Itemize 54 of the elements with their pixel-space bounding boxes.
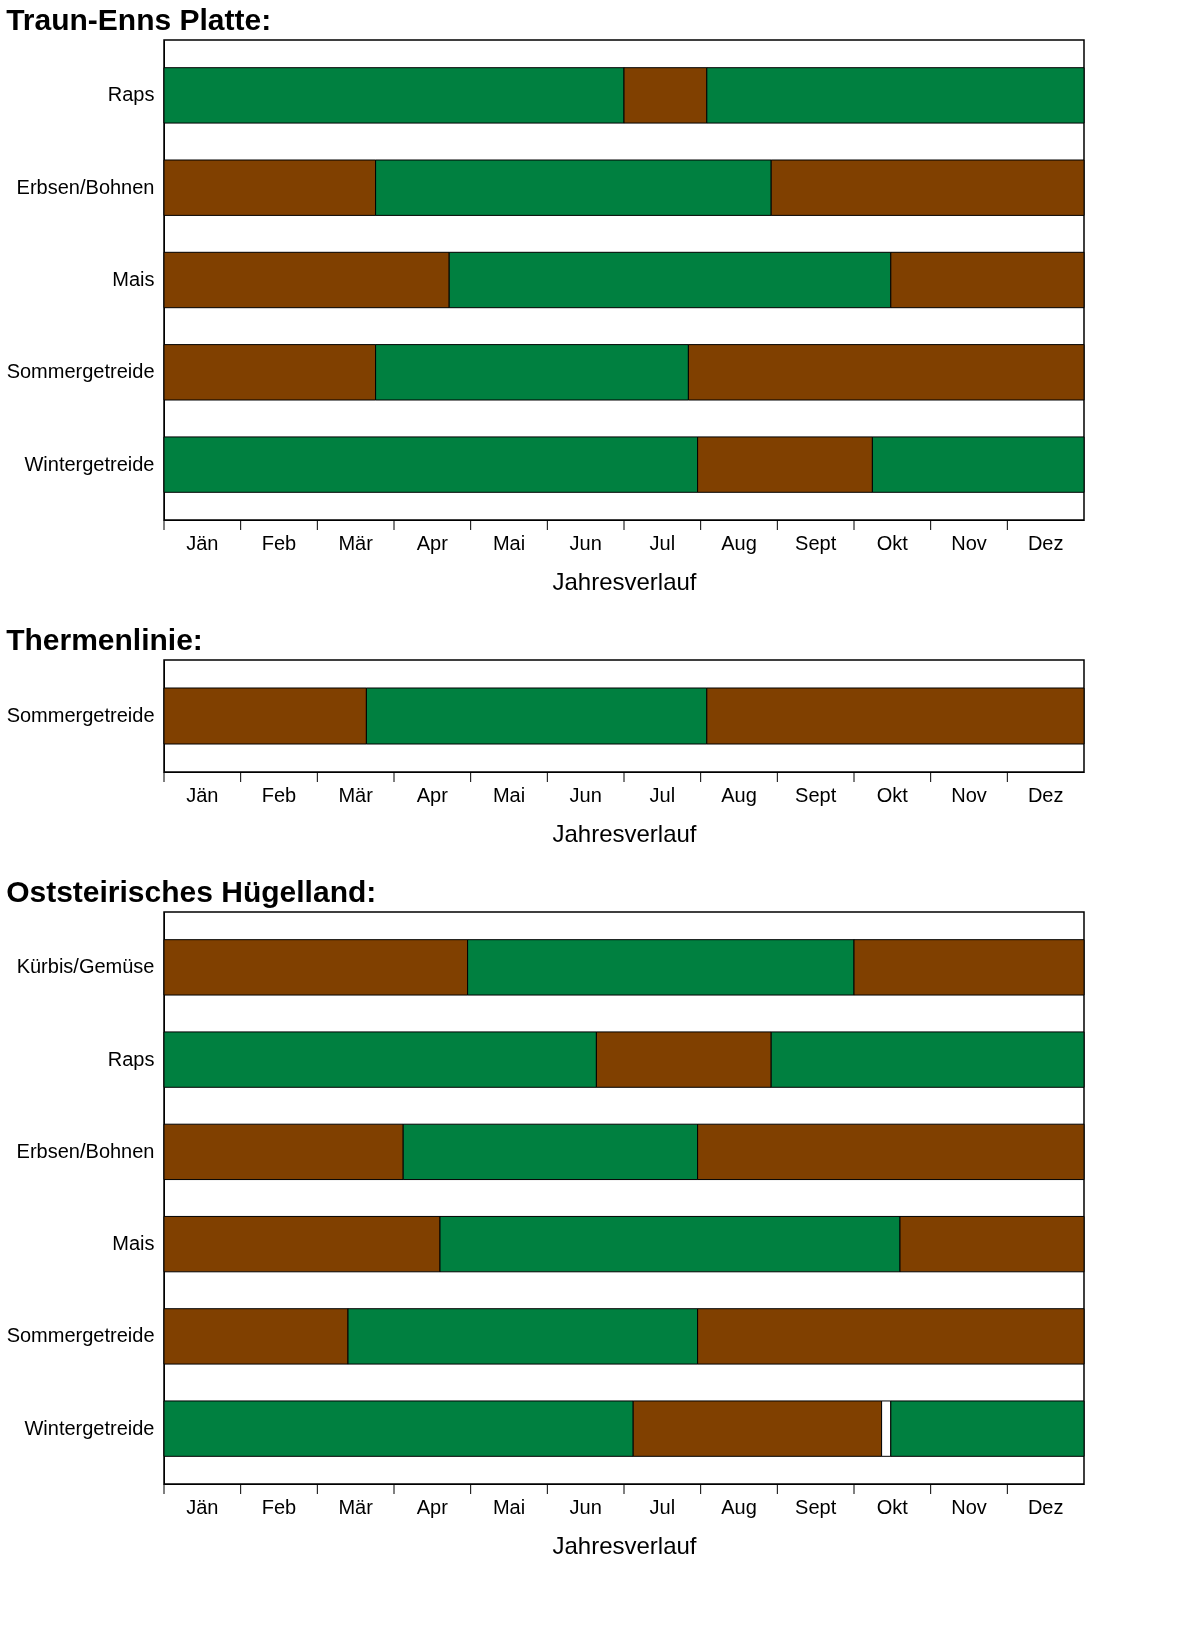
text: Jun — [569, 1496, 602, 1518]
text: Jun — [569, 532, 602, 554]
y-tick-label: Wintergetreide — [24, 1416, 155, 1439]
x-axis-title: Jahresverlauf — [552, 1531, 697, 1559]
x-axis-title: Jahresverlauf — [552, 567, 697, 595]
y-tick-label: Sommergetreide — [6, 360, 155, 383]
text: Mär — [338, 784, 374, 806]
text: Jän — [186, 1496, 219, 1518]
text: Apr — [416, 784, 449, 806]
text: Okt — [876, 532, 909, 554]
y-tick-label: Raps — [107, 1047, 155, 1070]
text: Feb — [261, 1496, 297, 1518]
text: Mai — [492, 784, 526, 806]
text: Nov — [951, 532, 987, 554]
text: Jän — [186, 532, 219, 554]
text: Feb — [261, 532, 297, 554]
text: Apr — [416, 1496, 449, 1518]
y-tick-label: Sommergetreide — [6, 1324, 155, 1347]
text: Sept — [795, 784, 837, 806]
text: Dez — [1027, 532, 1064, 554]
y-tick-label: Erbsen/Bohnen — [16, 175, 155, 198]
y-tick-label: Kürbis/Gemüse — [16, 955, 155, 978]
y-tick-label: Sommergetreide — [6, 704, 155, 726]
chart-title: Oststeirisches Hügelland: — [6, 875, 377, 908]
y-tick-label: Mais — [112, 1232, 155, 1255]
text: Feb — [261, 784, 297, 806]
text: Mai — [492, 532, 526, 554]
text: Jän — [186, 784, 219, 806]
chart-title: Traun-Enns Platte: — [6, 3, 272, 36]
text: Nov — [951, 784, 987, 806]
text: Mär — [338, 1496, 374, 1518]
text: Aug — [721, 784, 757, 806]
text: Aug — [721, 532, 757, 554]
y-tick-label: Wintergetreide — [24, 452, 155, 475]
text: Apr — [416, 532, 449, 554]
text: Dez — [1027, 784, 1064, 806]
text: Jul — [649, 784, 676, 806]
y-tick-label: Erbsen/Bohnen — [16, 1139, 155, 1162]
y-tick-label: Mais — [112, 268, 155, 290]
x-axis-title: Jahresverlauf — [552, 819, 697, 847]
text: Aug — [721, 1496, 757, 1518]
text: Mär — [338, 532, 374, 554]
text: Jul — [649, 532, 676, 554]
text: Dez — [1027, 1496, 1064, 1518]
text: Jul — [649, 1496, 676, 1518]
text: Nov — [951, 1496, 987, 1518]
text: Okt — [876, 784, 909, 806]
chart-title: Thermenlinie: — [6, 623, 203, 656]
text: Mai — [492, 1496, 526, 1518]
text: Sept — [795, 1496, 837, 1518]
text: Sept — [795, 532, 837, 554]
text: Jun — [569, 784, 602, 806]
y-tick-label: Raps — [107, 83, 155, 106]
text: Okt — [876, 1496, 909, 1518]
